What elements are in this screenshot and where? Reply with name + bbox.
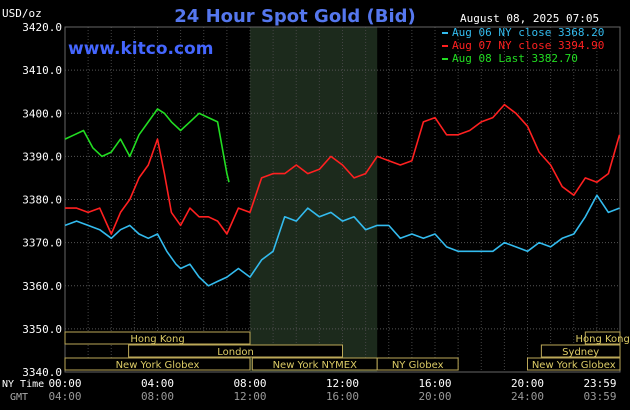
plot-border (64, 26, 621, 373)
x-tick-label-ny: 23:59 (583, 377, 616, 390)
session-bar (64, 331, 251, 345)
x-tick-label-gmt: 04:00 (48, 390, 81, 403)
session-bar (64, 357, 251, 371)
x-tick-label-ny: 16:00 (418, 377, 451, 390)
x-tick-label-ny: 20:00 (511, 377, 544, 390)
series-line-2 (64, 108, 230, 183)
x-tick-label-gmt: 08:00 (141, 390, 174, 403)
x-tick-label-gmt: 16:00 (326, 390, 359, 403)
session-label: New York Globex (532, 360, 616, 371)
series-line-0 (64, 194, 620, 287)
session-bar (376, 357, 459, 371)
session-label: New York Globex (116, 360, 200, 371)
x-tick-label-gmt: 20:00 (418, 390, 451, 403)
y-tick-label: 3400.0 (22, 107, 62, 120)
x-axis-label-gmt: GMT (10, 392, 28, 403)
session-bar (584, 331, 621, 345)
y-tick-label: 3410.0 (22, 64, 62, 77)
session-bar (540, 344, 621, 358)
y-tick-label: 3350.0 (22, 323, 62, 336)
legend-entry-1: Aug 07 NY close 3394.90 (452, 39, 604, 52)
y-tick-label: 3370.0 (22, 237, 62, 250)
y-tick-label: 3390.0 (22, 150, 62, 163)
y-tick-label: 3380.0 (22, 194, 62, 207)
session-label: NY Globex (392, 360, 444, 371)
y-axis-unit-label: USD/oz (2, 7, 42, 20)
session-label: Sydney (562, 347, 599, 358)
series-line-1 (65, 103, 621, 235)
session-label: London (217, 347, 254, 358)
x-tick-label-ny: 12:00 (326, 377, 359, 390)
x-tick-label-ny: 08:00 (233, 377, 266, 390)
session-label: New York NYMEX (273, 360, 358, 371)
x-tick-label-gmt: 03:59 (583, 390, 616, 403)
legend-entry-2: Aug 08 Last 3382.70 (452, 52, 578, 65)
session-bar (128, 344, 343, 358)
x-axis-label-ny-time: NY Time (2, 379, 44, 390)
x-tick-label-ny: 04:00 (141, 377, 174, 390)
nymex-session-highlight (250, 27, 378, 372)
x-tick-label-ny: 00:00 (48, 377, 81, 390)
x-tick-label-gmt: 24:00 (511, 390, 544, 403)
session-label: Hong Kong (130, 334, 184, 345)
legend-entry-0: Aug 06 NY close 3368.20 (452, 26, 604, 39)
timestamp-label: August 08, 2025 07:05 (460, 12, 599, 25)
y-tick-label: 3420.0 (22, 21, 62, 34)
session-label: Hong Kong (575, 334, 629, 345)
session-bar (527, 357, 621, 371)
chart-title: 24 Hour Spot Gold (Bid) (174, 6, 415, 27)
x-tick-label-gmt: 12:00 (233, 390, 266, 403)
y-tick-label: 3360.0 (22, 280, 62, 293)
y-tick-label: 3340.0 (22, 366, 62, 379)
watermark-url: www.kitco.com (68, 39, 213, 59)
